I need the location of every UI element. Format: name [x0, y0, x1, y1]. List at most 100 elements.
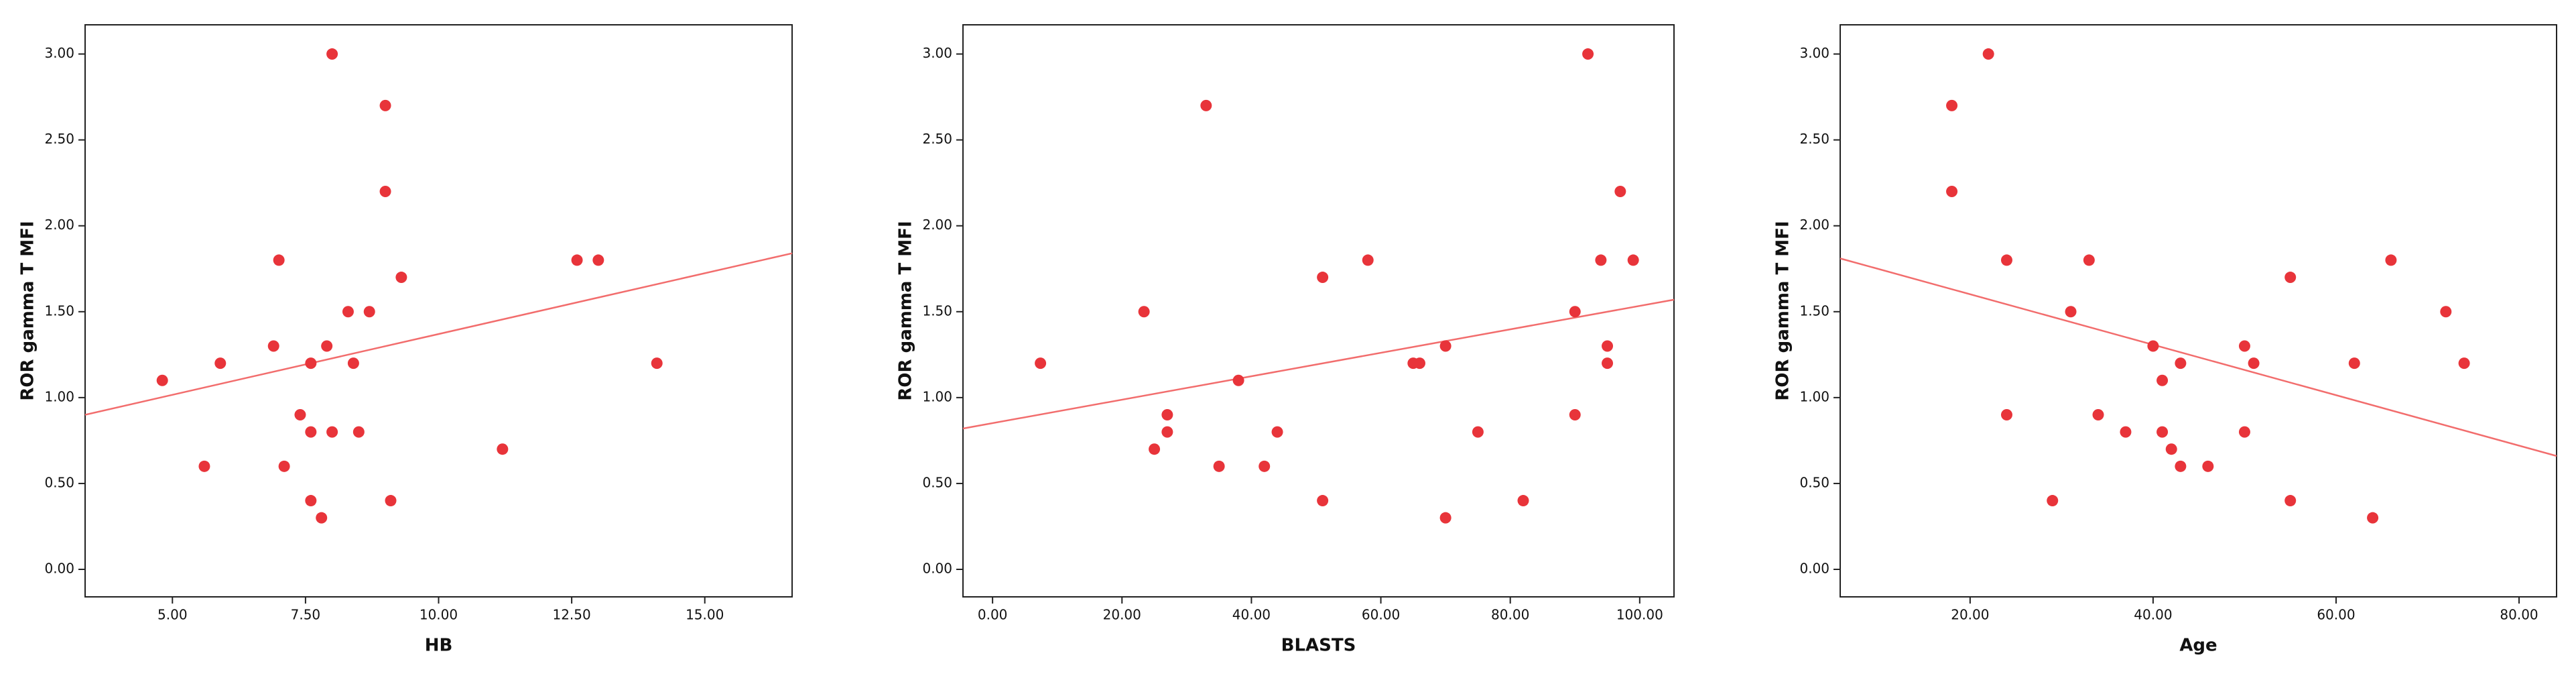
data-point: [1317, 495, 1329, 507]
data-point: [2284, 272, 2297, 284]
data-point: [2458, 357, 2470, 370]
data-point: [2120, 426, 2132, 438]
x-tick-label: 15.00: [686, 607, 724, 623]
data-point: [1271, 426, 1283, 438]
data-point: [1582, 48, 1594, 60]
x-tick-label: 40.00: [2134, 607, 2172, 623]
data-point: [316, 512, 328, 524]
x-tick-label: 80.00: [1491, 607, 1529, 623]
data-point: [2047, 495, 2059, 507]
trend-line: [962, 298, 1675, 430]
plot-frame: [84, 24, 793, 598]
data-point: [2175, 357, 2187, 370]
y-tick-label: 1.50: [1799, 302, 1829, 319]
data-point: [2000, 408, 2012, 420]
data-point: [1946, 185, 1958, 197]
x-tick-label: 80.00: [2500, 607, 2538, 623]
x-tick-label: 7.50: [291, 607, 321, 623]
y-tick-label: 0.00: [1799, 561, 1829, 577]
data-point: [278, 460, 290, 472]
x-tick-label: 20.00: [1103, 607, 1141, 623]
data-point: [1517, 495, 1529, 507]
data-point: [305, 357, 317, 370]
y-tick-label: 0.50: [922, 474, 952, 490]
chart-panel: 0.00 0.50 1.00 1.50 2.00 2.50 3.00 5.00 7.50 10.0…: [18, 24, 793, 656]
y-tick-label: 2.50: [922, 131, 952, 147]
x-tick-label: 0.00: [978, 607, 1008, 623]
y-tick-label: 2.50: [1799, 131, 1829, 147]
chart-panel: 0.00 0.50 1.00 1.50 2.00 2.50 3.00 20.00 40.00 60…: [1773, 24, 2557, 656]
y-tick-label: 1.00: [44, 388, 74, 404]
y-tick-label: 1.00: [922, 388, 952, 404]
y-tick-label: 1.00: [1799, 388, 1829, 404]
data-point: [294, 408, 306, 420]
data-point: [363, 306, 375, 318]
data-point: [1317, 272, 1329, 284]
data-point: [2156, 374, 2169, 386]
data-point: [342, 306, 354, 318]
data-point: [273, 254, 285, 266]
data-point: [2147, 340, 2159, 352]
data-point: [1161, 426, 1173, 438]
data-point: [395, 272, 407, 284]
data-point: [2000, 254, 2012, 266]
data-point: [379, 99, 391, 111]
y-tick-label: 0.50: [1799, 474, 1829, 490]
y-tick-label: 0.50: [44, 474, 74, 490]
data-point: [321, 340, 333, 352]
x-tick-label: 12.50: [552, 607, 590, 623]
data-point: [2165, 443, 2177, 455]
data-point: [305, 495, 317, 507]
data-point: [1569, 408, 1581, 420]
data-point: [1439, 340, 1452, 352]
y-tick-label: 2.00: [922, 217, 952, 233]
data-point: [1259, 460, 1271, 472]
data-point: [352, 426, 365, 438]
data-point: [2065, 306, 2077, 318]
data-point: [214, 357, 227, 370]
data-point: [2092, 408, 2104, 420]
data-point: [379, 185, 391, 197]
x-tick-label: 5.00: [157, 607, 188, 623]
data-point: [1149, 443, 1161, 455]
y-tick-label: 2.00: [44, 217, 74, 233]
data-point: [651, 357, 663, 370]
y-tick-label: 2.50: [44, 131, 74, 147]
x-tick-label: 60.00: [2317, 607, 2355, 623]
y-tick-label: 3.00: [1799, 45, 1829, 61]
data-point: [1213, 460, 1225, 472]
x-axis-label: BLASTS: [1281, 636, 1356, 656]
trend-line: [1840, 258, 2557, 457]
data-point: [2348, 357, 2360, 370]
x-tick-label: 60.00: [1362, 607, 1400, 623]
data-point: [305, 426, 317, 438]
plot-frame: [1840, 24, 2557, 598]
y-tick-label: 3.00: [922, 45, 952, 61]
data-point: [2367, 512, 2379, 524]
data-point: [1161, 408, 1173, 420]
data-point: [326, 426, 338, 438]
data-point: [198, 460, 210, 472]
x-tick-label: 10.00: [420, 607, 458, 623]
data-point: [267, 340, 279, 352]
y-tick-label: 0.00: [922, 561, 952, 577]
data-point: [2238, 426, 2250, 438]
y-tick-label: 1.50: [922, 302, 952, 319]
data-point: [497, 443, 509, 455]
x-tick-label: 20.00: [1951, 607, 1989, 623]
y-axis-label: ROR gamma T MFI: [18, 221, 38, 400]
data-point: [1982, 48, 1994, 60]
data-point: [1595, 254, 1607, 266]
y-tick-label: 2.00: [1799, 217, 1829, 233]
y-tick-label: 3.00: [44, 45, 74, 61]
data-point: [1602, 357, 1614, 370]
y-tick-label: 1.50: [44, 302, 74, 319]
data-point: [1138, 306, 1150, 318]
data-point: [1035, 357, 1047, 370]
y-tick-label: 0.00: [44, 561, 74, 577]
data-point: [2385, 254, 2397, 266]
data-point: [2202, 460, 2214, 472]
data-point: [2248, 357, 2260, 370]
